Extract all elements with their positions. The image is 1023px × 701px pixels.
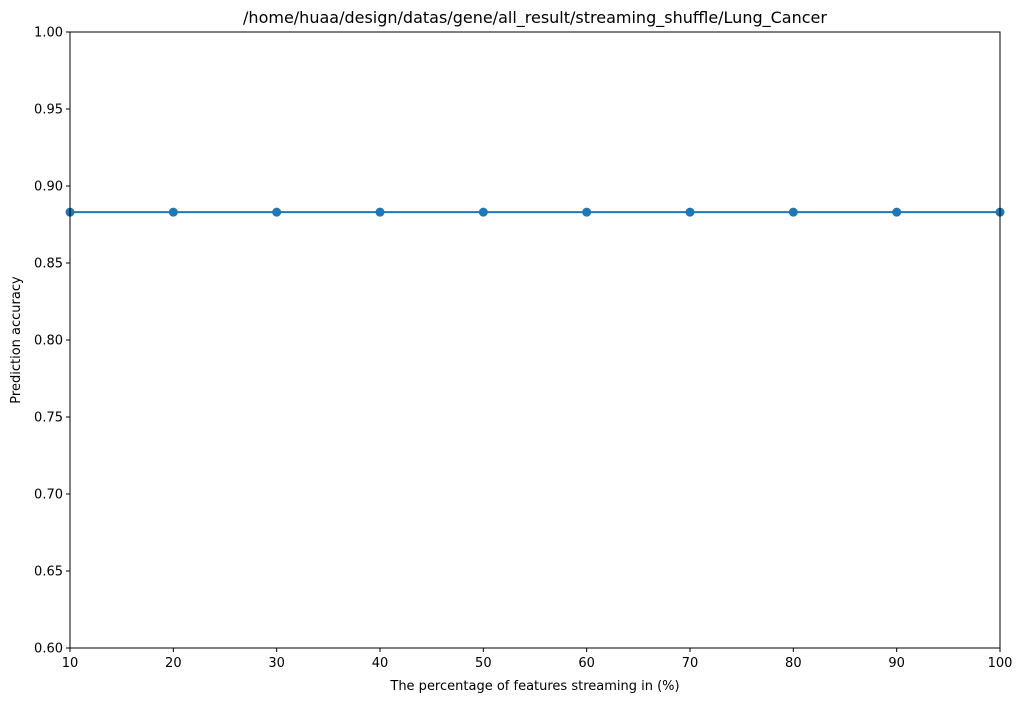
- x-axis-label: The percentage of features streaming in …: [389, 679, 679, 694]
- data-point: [272, 207, 282, 217]
- x-tick-label: 50: [475, 656, 492, 671]
- y-tick-label: 1.00: [34, 26, 63, 41]
- data-point: [685, 207, 695, 217]
- data-point: [788, 207, 798, 217]
- chart-title: /home/huaa/design/datas/gene/all_result/…: [243, 8, 827, 28]
- y-axis-ticks: 0.60 0.65 0.70 0.75 0.80 0.85 0.90 0.95 1.00: [34, 26, 70, 657]
- y-tick-label: 0.95: [34, 103, 63, 118]
- x-tick-label: 60: [578, 656, 595, 671]
- data-point: [478, 207, 488, 217]
- x-tick-label: 40: [372, 656, 389, 671]
- y-tick-label: 0.80: [34, 334, 63, 349]
- x-tick-label: 70: [682, 656, 699, 671]
- y-tick-label: 0.90: [34, 180, 63, 195]
- plot-area: [65, 207, 1005, 217]
- y-tick-label: 0.65: [34, 565, 63, 580]
- data-point: [892, 207, 902, 217]
- x-tick-label: 10: [62, 656, 79, 671]
- x-tick-label: 100: [988, 656, 1013, 671]
- y-tick-label: 0.60: [34, 642, 63, 657]
- x-tick-label: 20: [165, 656, 182, 671]
- y-tick-label: 0.70: [34, 488, 63, 503]
- x-axis-ticks: 10 20 30 40 50 60 70 80 90 100: [62, 648, 1013, 671]
- plot-frame: [69, 31, 1001, 649]
- data-point: [375, 207, 385, 217]
- data-point: [168, 207, 178, 217]
- x-tick-label: 90: [888, 656, 905, 671]
- data-point: [582, 207, 592, 217]
- x-tick-label: 80: [785, 656, 802, 671]
- y-tick-label: 0.75: [34, 411, 63, 426]
- y-axis-label: Prediction accuracy: [9, 276, 24, 404]
- x-tick-label: 30: [268, 656, 285, 671]
- y-tick-label: 0.85: [34, 257, 63, 272]
